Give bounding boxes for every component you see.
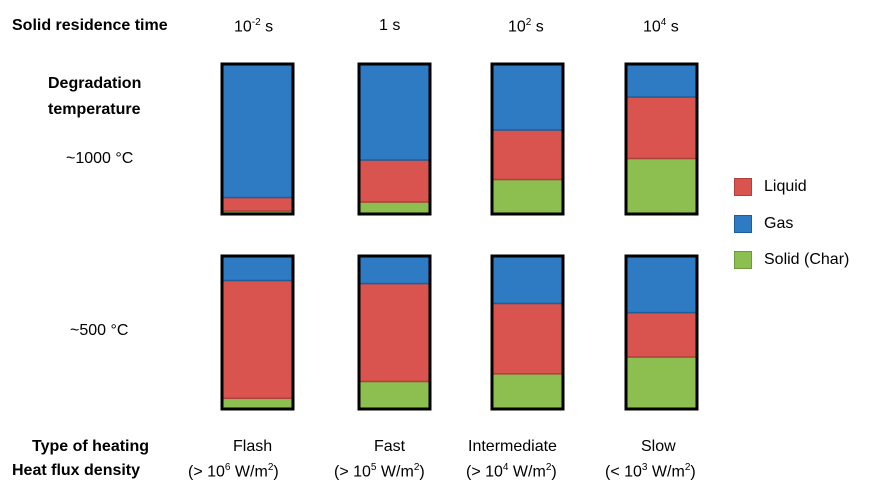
degradation-label-line1: Degradation [48, 75, 142, 92]
residence-time-fast: 1 s [379, 17, 401, 34]
bar-outline-fast [357, 62, 432, 216]
legend-item-solid: Solid (Char) [734, 251, 849, 269]
bar-segment-gas-flash [221, 63, 294, 199]
heat-flux-flash: (> 106 W/m2) [188, 462, 279, 481]
bar-outline-slow [624, 254, 699, 411]
bar-segment-solid-char-flash [221, 397, 294, 410]
residence-time-intermediate: 102 s [508, 17, 544, 36]
heating-type-slow: Slow [641, 438, 676, 455]
bar-segment-gas-slow [625, 255, 698, 314]
bar-segment-solid-char-slow [625, 157, 698, 215]
degradation-label-line2: temperature [48, 101, 141, 118]
type-of-heating-label: Type of heating [32, 438, 150, 455]
bar-outline-intermediate [490, 254, 565, 411]
residence-time-flash: 10-2 s [234, 17, 274, 36]
bar-segment-gas-intermediate [491, 63, 564, 131]
bar-outline-flash [220, 62, 295, 216]
exponent: 2 [545, 462, 552, 473]
bar-segment-liquid-intermediate [491, 129, 564, 181]
bar-segment-liquid-intermediate [491, 302, 564, 375]
bar-segment-liquid-fast [358, 159, 431, 203]
bar-outline-fast [357, 254, 432, 411]
bar-segment-solid-char-fast [358, 201, 431, 215]
temperature-label-low: ~500 °C [70, 322, 129, 339]
heat-flux-label: Heat flux density [12, 462, 141, 479]
exponent: 6 [224, 462, 231, 473]
bar-segment-liquid-slow [625, 311, 698, 358]
exponent: 5 [370, 462, 377, 473]
heating-type-fast: Fast [374, 438, 406, 455]
heating-type-flash: Flash [233, 438, 273, 455]
bar-segment-liquid-flash [221, 279, 294, 400]
bar-outline-slow [624, 62, 699, 216]
bar-segment-gas-slow [625, 63, 698, 98]
exponent: 2 [267, 462, 274, 473]
bar-segment-gas-fast [358, 255, 431, 285]
bar-segment-gas-intermediate [491, 255, 564, 305]
temperature-label-high: ~1000 °C [66, 150, 134, 167]
exponent: 4 [660, 17, 667, 28]
bar-segment-solid-char-intermediate [491, 373, 564, 410]
exponent: -2 [251, 17, 261, 28]
bar-outline-intermediate [490, 62, 565, 216]
residence-time-header: Solid residence time [12, 17, 168, 34]
heating-type-intermediate: Intermediate [468, 438, 557, 455]
bar-outline-flash [220, 254, 295, 411]
heat-flux-slow: (< 103 W/m2) [605, 462, 696, 481]
bar-segment-liquid-slow [625, 96, 698, 160]
exponent: 4 [502, 462, 509, 473]
bar-segment-solid-char-intermediate [491, 178, 564, 215]
legend-swatch-solid [734, 251, 752, 269]
legend-item-liquid: Liquid [734, 178, 807, 196]
residence-time-slow: 104 s [643, 17, 679, 36]
bar-segment-gas-fast [358, 63, 431, 161]
legend-label-solid: Solid (Char) [764, 251, 850, 268]
exponent: 2 [684, 462, 691, 473]
legend-item-gas: Gas [734, 215, 793, 233]
legend-swatch-liquid [734, 178, 752, 196]
exponent: 2 [413, 462, 420, 473]
legend-swatch-gas [734, 215, 752, 233]
heat-flux-intermediate: (> 104 W/m2) [466, 462, 557, 481]
bar-segment-solid-char-slow [625, 356, 698, 410]
bar-segment-solid-char-fast [358, 380, 431, 410]
exponent: 3 [641, 462, 648, 473]
bar-segment-liquid-fast [358, 282, 431, 383]
heat-flux-fast: (> 105 W/m2) [334, 462, 425, 481]
bar-segment-liquid-flash [221, 196, 294, 212]
legend-label-gas: Gas [764, 215, 794, 232]
bar-segment-gas-flash [221, 255, 294, 282]
exponent: 2 [525, 17, 532, 28]
legend-label-liquid: Liquid [764, 178, 807, 195]
